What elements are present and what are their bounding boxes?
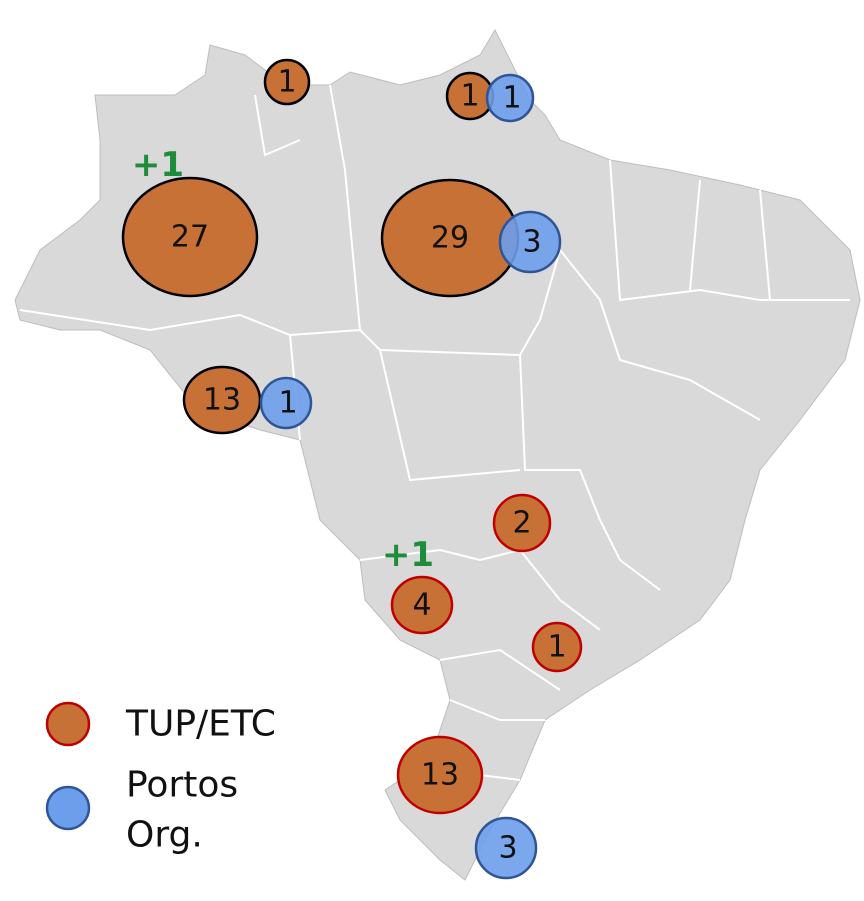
marker-value: 1 [278, 386, 297, 421]
legend-label: TUP/ETC [125, 704, 276, 745]
annotation: +1 [132, 145, 184, 185]
marker-bubble [498, 210, 562, 274]
marker-value: 27 [171, 220, 209, 255]
legend-swatch [45, 785, 91, 831]
marker-value: 2 [512, 506, 531, 541]
annotation: +1 [382, 535, 434, 575]
marker-value: 13 [421, 758, 459, 793]
marker-bubble [492, 493, 552, 553]
marker-bubble [531, 621, 583, 673]
marker-bubble [390, 575, 454, 635]
marker-value: 1 [277, 65, 296, 100]
marker-bubble [396, 735, 484, 815]
marker-value: 1 [547, 630, 566, 665]
legend-swatch [45, 701, 91, 747]
legend-label: Org. [126, 815, 203, 856]
marker-value: 13 [203, 383, 241, 418]
legend: TUP/ETC Portos Org. [45, 701, 276, 856]
marker-bubble [485, 73, 535, 123]
legend-label: Portos [126, 765, 238, 806]
marker-bubble [474, 816, 538, 880]
marker-value: 1 [502, 81, 521, 116]
marker-bubble [263, 58, 311, 106]
marker-bubble [121, 176, 259, 298]
marker-bubble [259, 376, 313, 430]
marker-value: 1 [460, 79, 479, 114]
marker-value: 29 [431, 221, 469, 256]
marker-value: 3 [498, 831, 517, 866]
marker-value: 4 [412, 588, 431, 623]
marker-value: 3 [522, 225, 541, 260]
